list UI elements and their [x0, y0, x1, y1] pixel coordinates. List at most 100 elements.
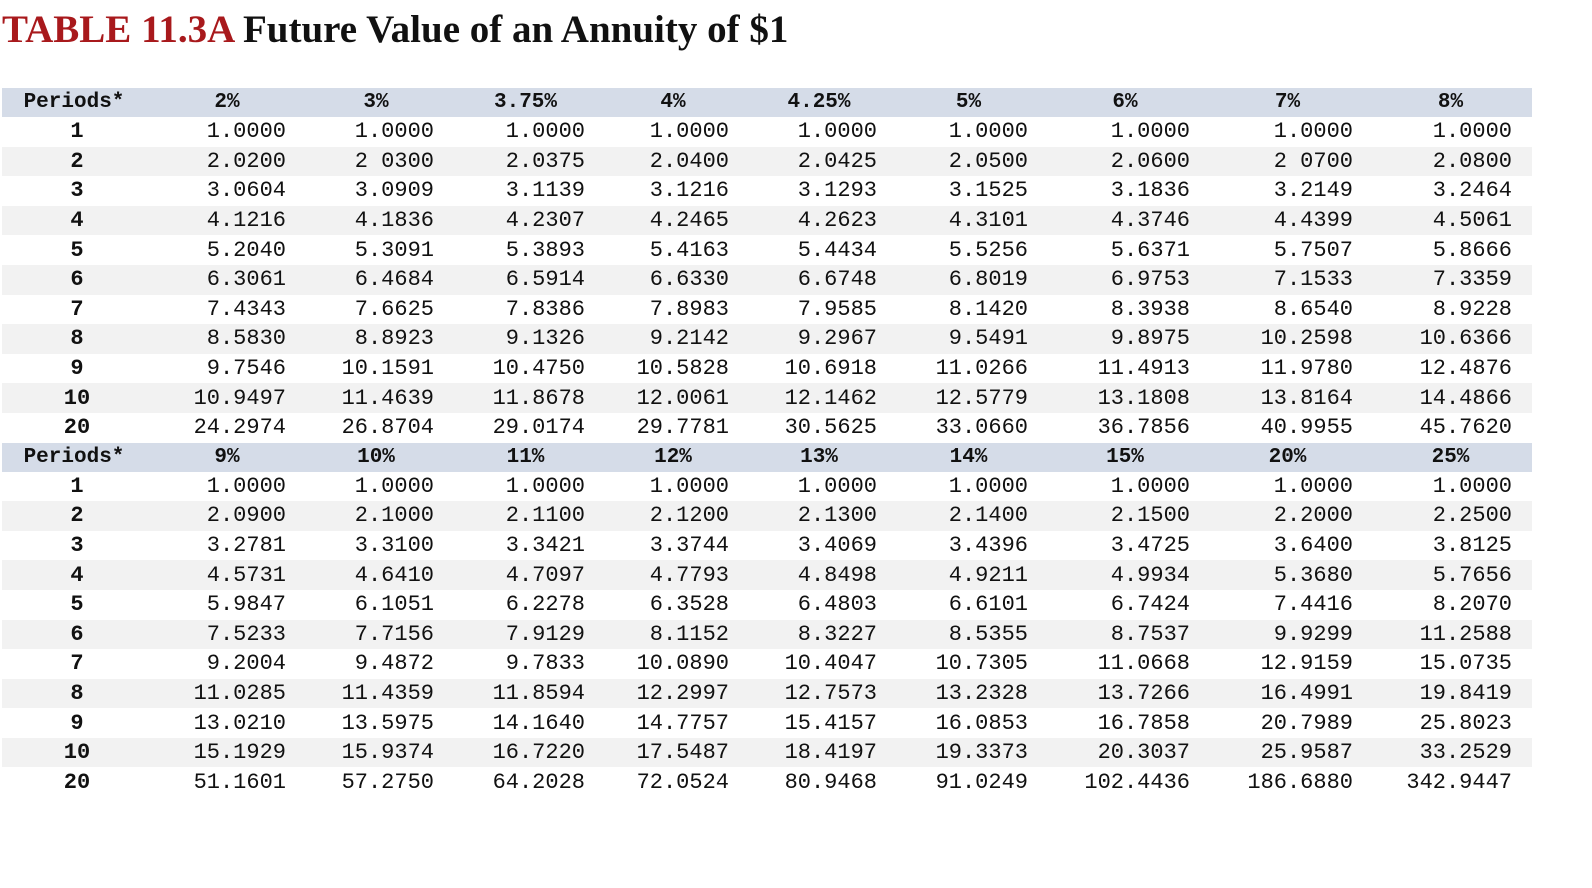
value-cell: 7.5233 [206, 621, 286, 647]
value-cell: 3.4069 [797, 533, 877, 559]
value-cell: 6.7424 [1110, 592, 1190, 618]
period-cell: 6 [70, 267, 84, 293]
value-cell: 26.8704 [341, 415, 434, 441]
rate-column-header: 11% [506, 445, 545, 469]
value-cell: 20.7989 [1260, 710, 1353, 736]
value-cell: 1.0000 [948, 473, 1028, 499]
value-cell: 6.6330 [649, 267, 729, 293]
value-cell: 5.2040 [206, 237, 286, 263]
value-cell: 13.7266 [1097, 680, 1190, 706]
value-cell: 3.1836 [1110, 178, 1190, 204]
value-cell: 30.5625 [784, 415, 877, 441]
value-cell: 3.3100 [354, 533, 434, 559]
value-cell: 4.7097 [505, 562, 585, 588]
value-cell: 11.9780 [1260, 356, 1353, 382]
value-cell: 5.8666 [1432, 237, 1512, 263]
value-cell: 13.8164 [1260, 385, 1353, 411]
rate-column-header: 9% [214, 445, 240, 469]
value-cell: 3.0604 [206, 178, 286, 204]
value-cell: 9.2142 [649, 326, 729, 352]
table-row: 5 5.2040 5.3091 5.3893 5.4163 5.4434 5.5256 5.6… [2, 235, 1532, 265]
value-cell: 7.8386 [505, 296, 585, 322]
value-cell: 3.4725 [1110, 533, 1190, 559]
periods-column-header: Periods* [23, 91, 125, 114]
value-cell: 1.0000 [1273, 473, 1353, 499]
value-cell: 3.0909 [354, 178, 434, 204]
value-cell: 10.1591 [341, 356, 434, 382]
value-cell: 4.6410 [354, 562, 434, 588]
value-cell: 7.7156 [354, 621, 434, 647]
value-cell: 15.0735 [1419, 651, 1512, 677]
rate-column-header: 5% [955, 91, 982, 114]
rate-column-header: 3.75% [493, 91, 557, 114]
value-cell: 5.4163 [649, 237, 729, 263]
value-cell: 102.4436 [1084, 769, 1190, 795]
value-cell: 2 0700 [1273, 148, 1353, 174]
value-cell: 2.2000 [1273, 503, 1353, 529]
value-cell: 6.3528 [649, 592, 729, 618]
value-cell: 14.1640 [492, 710, 585, 736]
period-cell: 9 [70, 710, 84, 736]
value-cell: 6.1051 [354, 592, 434, 618]
period-cell: 4 [70, 562, 84, 588]
value-cell: 4.5061 [1432, 208, 1512, 234]
value-cell: 16.7858 [1097, 710, 1190, 736]
value-cell: 12.9159 [1260, 651, 1353, 677]
value-cell: 4.9211 [948, 562, 1028, 588]
period-cell: 10 [63, 740, 91, 766]
value-cell: 9.8975 [1110, 326, 1190, 352]
value-cell: 4.1836 [354, 208, 434, 234]
value-cell: 10.4047 [784, 651, 877, 677]
value-cell: 36.7856 [1097, 415, 1190, 441]
value-cell: 7.3359 [1432, 267, 1512, 293]
value-cell: 1.0000 [1273, 119, 1353, 145]
table-row: 7 9.2004 9.4872 9.7833 10.0890 10.4047 10.7305… [2, 649, 1532, 679]
value-cell: 8.5355 [948, 621, 1028, 647]
value-cell: 8.3938 [1110, 296, 1190, 322]
value-cell: 7.1533 [1273, 267, 1353, 293]
value-cell: 9.5491 [948, 326, 1028, 352]
value-cell: 11.0668 [1097, 651, 1190, 677]
rate-column-header: 25% [1431, 445, 1470, 469]
value-cell: 2.0600 [1110, 148, 1190, 174]
value-cell: 10.6366 [1419, 326, 1512, 352]
value-cell: 14.7757 [636, 710, 729, 736]
value-cell: 2.1400 [948, 503, 1028, 529]
value-cell: 6.4803 [797, 592, 877, 618]
rate-column-header: 7% [1274, 91, 1301, 114]
value-cell: 12.5779 [935, 385, 1028, 411]
value-cell: 4.3101 [948, 208, 1028, 234]
value-cell: 1.0000 [649, 119, 729, 145]
value-cell: 8.3227 [797, 621, 877, 647]
value-cell: 6.2278 [505, 592, 585, 618]
value-cell: 10.7305 [935, 651, 1028, 677]
value-cell: 11.4359 [341, 680, 434, 706]
rate-column-header: 2% [214, 91, 240, 114]
value-cell: 80.9468 [784, 769, 877, 795]
table-row: 1 1.0000 1.0000 1.0000 1.0000 1.0000 1.0000 1.0… [2, 117, 1532, 147]
rate-column-header: 10% [357, 445, 395, 469]
value-cell: 12.0061 [636, 385, 729, 411]
rate-column-header: 12% [654, 445, 692, 469]
value-cell: 10.2598 [1260, 326, 1353, 352]
value-cell: 4.3746 [1110, 208, 1190, 234]
value-cell: 12.2997 [636, 680, 729, 706]
value-cell: 51.1601 [193, 769, 286, 795]
value-cell: 5.3091 [354, 237, 434, 263]
table-row: 5 5.9847 6.1051 6.2278 6.3528 6.4803 6.6101 6.7… [2, 589, 1532, 620]
period-cell: 7 [70, 296, 84, 322]
value-cell: 2.0400 [649, 148, 729, 174]
value-cell: 8.1420 [948, 296, 1028, 322]
value-cell: 17.5487 [636, 740, 729, 766]
value-cell: 8.9228 [1432, 296, 1512, 322]
value-cell: 6.4684 [354, 267, 434, 293]
value-cell: 9.2967 [797, 326, 877, 352]
value-cell: 10.5828 [636, 356, 729, 382]
value-cell: 9.7546 [206, 356, 286, 382]
value-cell: 2.1200 [649, 503, 729, 529]
rate-column-header: 13% [800, 445, 838, 469]
table-row: 8 11.0285 11.4359 11.8594 12.2997 12.7573 13.2… [2, 678, 1532, 709]
table-body: 1 1.0000 1.0000 1.0000 1.0000 1.0000 1.0000 1.0… [2, 117, 1532, 443]
value-cell: 4.7793 [649, 562, 729, 588]
value-cell: 3.8125 [1432, 533, 1512, 559]
